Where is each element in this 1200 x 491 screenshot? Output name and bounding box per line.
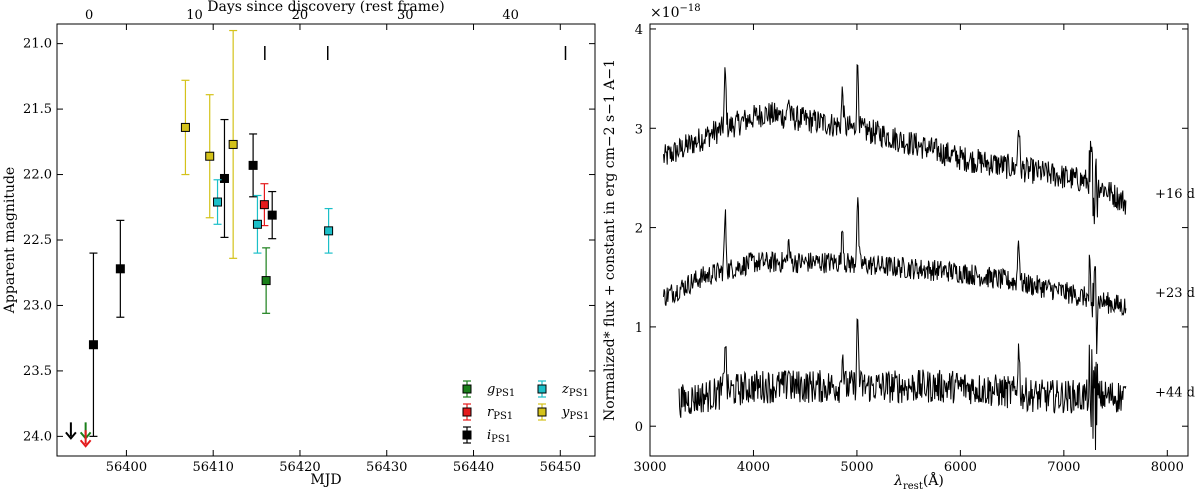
upper-limit-arrow	[65, 431, 77, 440]
legend-label-yPS1: yPS1	[561, 405, 589, 422]
y-tick-label: 24.0	[23, 429, 52, 444]
data-point-iPS1	[267, 210, 277, 220]
upper-limit-arrow	[79, 439, 92, 448]
legend-label-zPS1: zPS1	[561, 382, 589, 399]
spectrum-label: +23 d	[1155, 286, 1195, 301]
y-tick-label: 22.5	[23, 233, 52, 248]
data-point-zPS1	[252, 219, 262, 229]
y-tick-label: 0	[635, 420, 643, 435]
y-tick-label: 21.5	[23, 102, 52, 117]
spectrum-label: +16 d	[1155, 187, 1195, 202]
data-point-zPS1	[213, 197, 223, 207]
y-tick-label: 21.0	[23, 37, 52, 52]
legend-label-gPS1: gPS1	[487, 382, 515, 399]
legend-marker-gPS1	[462, 384, 472, 394]
data-point-iPS1	[219, 173, 229, 183]
x-tick-label: 56430	[366, 460, 407, 475]
top-tick-label: 20	[292, 8, 309, 23]
top-tick-label: 40	[502, 8, 519, 23]
legend-marker-yPS1	[537, 407, 547, 417]
data-point-iPS1	[248, 160, 258, 170]
light-curve-legend: gPS1 rPS1 iPS1 zPS1 yPS1	[462, 380, 589, 445]
top-tick-label: 30	[397, 8, 414, 23]
spectrum-line	[678, 318, 1127, 451]
data-point-yPS1	[228, 139, 238, 149]
spectra-scale-factor: ×10−18	[650, 3, 701, 21]
x-tick-label: 8000	[1151, 460, 1184, 475]
x-tick-label: 4000	[737, 460, 770, 475]
x-tick-label: 5000	[840, 460, 873, 475]
y-tick-label: 4	[635, 23, 643, 38]
x-tick-label: 7000	[1047, 460, 1080, 475]
x-tick-label: 56410	[193, 460, 234, 475]
data-point-zPS1	[324, 226, 334, 236]
data-point-iPS1	[115, 264, 125, 274]
top-tick-label: 10	[186, 8, 203, 23]
x-tick-label: 3000	[633, 460, 666, 475]
data-point-iPS1	[88, 340, 98, 350]
spectra-ylabel: Normalized* flux + constant in erg cm−2 …	[602, 59, 618, 421]
light-curve-plot-area: 56400 56410 56420 56430 56440 56450 21.0 21.5 22…	[23, 8, 595, 475]
legend-marker-zPS1	[537, 384, 547, 394]
spectra-xlabel: λrest(Å)	[893, 471, 944, 491]
data-point-yPS1	[180, 122, 190, 132]
spectra-panel: 3000 4000 5000 6000 7000 8000 0 1 2 3 4 +16 d +23 d +…	[602, 3, 1195, 491]
spectra-plot-area: 3000 4000 5000 6000 7000 8000 0 1 2 3 4 +16 d +23 d +…	[633, 23, 1194, 475]
light-curve-top-xlabel: Days since discovery (rest frame)	[207, 0, 444, 15]
y-tick-label: 3	[635, 122, 643, 137]
y-tick-label: 22.0	[23, 168, 52, 183]
y-tick-label: 1	[635, 321, 643, 336]
y-tick-label: 2	[635, 222, 643, 237]
legend-label-rPS1: rPS1	[487, 405, 513, 422]
legend-marker-iPS1	[462, 430, 472, 440]
legend-label-iPS1: iPS1	[487, 428, 511, 445]
y-tick-label: 23.0	[23, 298, 52, 313]
data-point-yPS1	[205, 151, 215, 161]
legend-marker-rPS1	[462, 407, 472, 417]
spectrum-line	[663, 197, 1127, 355]
x-tick-label: 56400	[106, 460, 147, 475]
data-point-gPS1	[261, 276, 271, 286]
spectrum-line	[663, 63, 1127, 225]
light-curve-panel: 56400 56410 56420 56430 56440 56450 21.0 21.5 22…	[2, 0, 596, 488]
x-tick-label: 56420	[279, 460, 320, 475]
light-curve-xlabel: MJD	[310, 472, 341, 488]
light-curve-ylabel: Apparent magnitude	[2, 167, 18, 314]
data-point-rPS1	[259, 200, 269, 210]
y-tick-label: 23.5	[23, 364, 52, 379]
spectra-axes-frame	[649, 23, 1189, 457]
x-tick-label: 56450	[540, 460, 581, 475]
x-tick-label: 56440	[453, 460, 494, 475]
spectrum-label: +44 d	[1155, 385, 1195, 400]
x-tick-label: 6000	[944, 460, 977, 475]
top-tick-label: 0	[85, 8, 93, 23]
